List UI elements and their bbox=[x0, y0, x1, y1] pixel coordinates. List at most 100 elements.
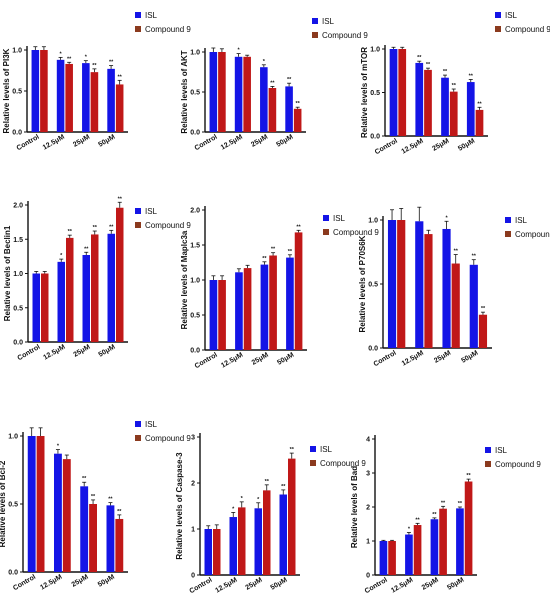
bar-isl bbox=[387, 220, 397, 348]
legend-label: ISL bbox=[333, 214, 346, 223]
legend-swatch bbox=[505, 217, 511, 223]
x-tick-label: 12.5μM bbox=[401, 350, 425, 368]
y-tick-label: 1.0 bbox=[190, 50, 200, 57]
x-tick-label: 50μM bbox=[97, 574, 116, 589]
bar-compound9 bbox=[424, 69, 432, 136]
x-tick-label: 25μM bbox=[72, 134, 91, 149]
bar-compound9 bbox=[475, 109, 484, 136]
bar-isl bbox=[57, 261, 65, 342]
legend-label: Compound 9 bbox=[145, 434, 191, 443]
y-tick-label: 0.0 bbox=[190, 348, 200, 355]
legend-swatch bbox=[485, 461, 491, 467]
x-tick-label: 50μM bbox=[460, 350, 479, 365]
bar-compound9 bbox=[91, 234, 99, 342]
bar-compound9 bbox=[62, 459, 71, 572]
x-tick-label: 25μM bbox=[72, 344, 91, 359]
y-tick-label: 1.0 bbox=[190, 278, 200, 285]
y-tick-label: 1.0 bbox=[13, 271, 23, 278]
y-tick-label: 0.0 bbox=[370, 134, 380, 141]
legend-label: Compound 9 bbox=[515, 230, 550, 239]
x-tick-label: 12.5μM bbox=[401, 138, 425, 156]
bar-isl bbox=[466, 82, 475, 136]
significance-label: ** bbox=[109, 224, 114, 230]
significance-label: * bbox=[408, 527, 411, 533]
significance-label: ** bbox=[426, 62, 431, 68]
bar-compound9 bbox=[449, 91, 458, 136]
bar-compound9 bbox=[65, 63, 73, 132]
y-axis-title: Relative levels of Beclin1 bbox=[3, 225, 12, 321]
y-tick-label: 3 bbox=[366, 471, 370, 478]
significance-label: * bbox=[257, 497, 260, 503]
y-tick-label: 0.5 bbox=[368, 282, 378, 289]
bar-isl bbox=[82, 63, 90, 133]
legend-swatch bbox=[323, 229, 329, 235]
bar-compound9 bbox=[478, 314, 488, 348]
bar-compound9 bbox=[238, 507, 246, 575]
legend-swatch bbox=[495, 12, 501, 18]
y-tick-label: 2.0 bbox=[190, 208, 200, 215]
bar-isl bbox=[441, 77, 449, 136]
x-tick-label: 25μM bbox=[433, 350, 452, 365]
significance-label: ** bbox=[432, 512, 437, 518]
significance-label: ** bbox=[271, 247, 276, 253]
bar-isl bbox=[234, 56, 243, 132]
significance-label: * bbox=[60, 253, 63, 259]
significance-label: ** bbox=[117, 509, 122, 515]
y-tick-label: 1.0 bbox=[8, 434, 18, 441]
x-tick-label: 25μM bbox=[251, 352, 270, 367]
bar-compound9 bbox=[413, 525, 422, 575]
legend-label: ISL bbox=[145, 11, 158, 20]
bar-compound9 bbox=[397, 220, 406, 348]
legend-label: Compound 9 bbox=[322, 31, 368, 40]
significance-label: ** bbox=[477, 101, 482, 107]
x-tick-label: 12.5μM bbox=[214, 577, 238, 595]
significance-label: ** bbox=[443, 69, 448, 75]
bar-isl bbox=[209, 280, 218, 350]
bar-compound9 bbox=[89, 504, 97, 572]
bar-compound9 bbox=[218, 280, 226, 350]
legend-label: ISL bbox=[495, 446, 508, 455]
x-tick-label: 25μM bbox=[244, 577, 263, 592]
bar-compound9 bbox=[243, 268, 252, 350]
bar-isl bbox=[286, 257, 294, 350]
x-tick-label: 50μM bbox=[275, 134, 294, 149]
bar-isl bbox=[279, 494, 287, 575]
legend-label: ISL bbox=[145, 207, 158, 216]
bar-compound9 bbox=[218, 52, 226, 132]
bar-compound9 bbox=[293, 108, 302, 132]
y-tick-label: 1.0 bbox=[370, 47, 380, 54]
chart-panel-5: 0.0 0.5 1.0 1.5 2.0 Relative levels of Maplc3… bbox=[180, 206, 379, 370]
legend-label: ISL bbox=[145, 420, 158, 429]
bar-compound9 bbox=[116, 207, 124, 342]
bar-isl bbox=[27, 436, 36, 572]
legend-swatch bbox=[135, 421, 141, 427]
bar-compound9 bbox=[115, 84, 124, 132]
bar-isl bbox=[204, 529, 212, 575]
significance-label: ** bbox=[84, 246, 89, 252]
y-tick-label: 2.0 bbox=[13, 203, 23, 210]
significance-label: ** bbox=[458, 501, 463, 507]
bar-isl bbox=[56, 59, 65, 133]
bar-isl bbox=[260, 67, 268, 132]
y-tick-label: 2 bbox=[366, 505, 370, 512]
bar-compound9 bbox=[398, 49, 407, 136]
y-tick-label: 0.5 bbox=[190, 313, 200, 320]
x-tick-label: 25μM bbox=[71, 574, 90, 589]
x-tick-label: 25μM bbox=[421, 577, 440, 592]
x-tick-label: 12.5μM bbox=[42, 134, 66, 152]
chart-panel-4: 0.0 0.5 1.0 1.5 2.0 Relative levels of Beclin… bbox=[3, 196, 191, 362]
bar-isl bbox=[260, 264, 269, 350]
x-tick-label: 12.5μM bbox=[42, 344, 66, 362]
x-tick-label: 12.5μM bbox=[39, 574, 63, 592]
significance-label: ** bbox=[67, 56, 72, 62]
legend-label: Compound 9 bbox=[505, 25, 550, 34]
significance-label: ** bbox=[92, 63, 97, 69]
y-tick-label: 0.5 bbox=[12, 89, 22, 96]
y-tick-label: 0.0 bbox=[12, 130, 22, 137]
significance-label: ** bbox=[415, 517, 420, 523]
bar-isl bbox=[285, 86, 293, 132]
significance-label: ** bbox=[287, 77, 292, 83]
